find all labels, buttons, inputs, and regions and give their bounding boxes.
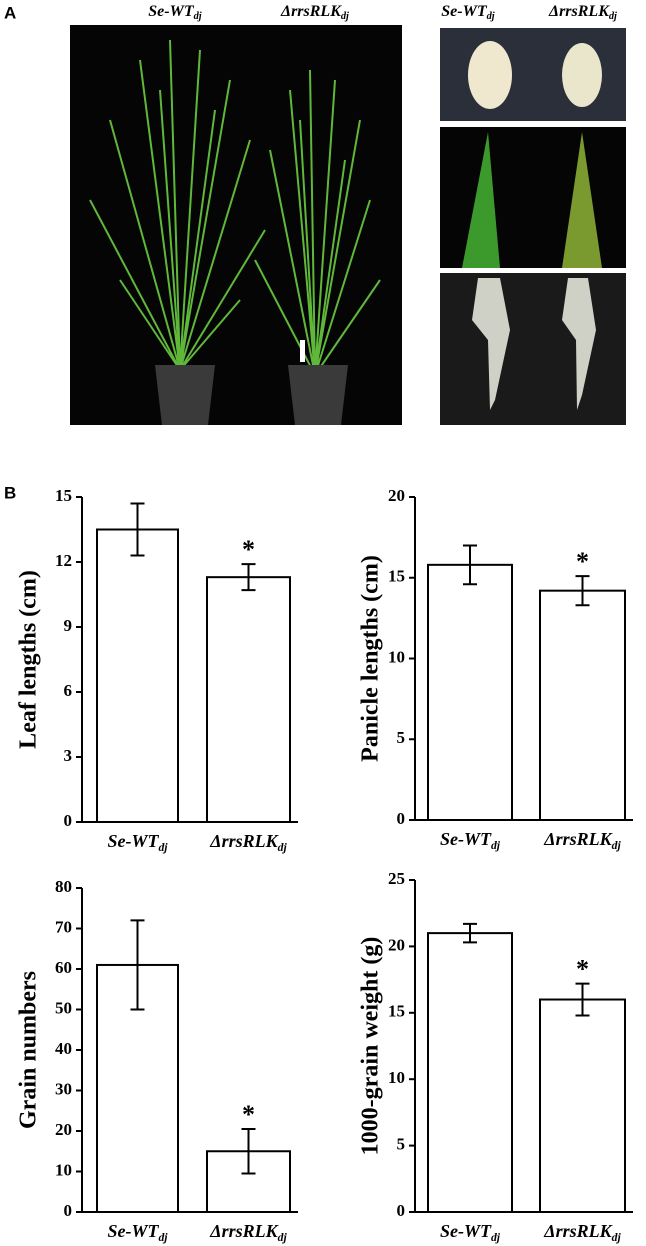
label-subscript: dj — [194, 11, 202, 22]
label-subscript: dj — [158, 841, 168, 854]
error-bar — [463, 544, 477, 586]
y-tick-label: 0 — [397, 809, 406, 828]
significance-mark: * — [242, 1100, 255, 1129]
y-tick-label: 12 — [55, 551, 72, 570]
y-tick-label: 20 — [388, 935, 405, 954]
label-text: Se-WT — [148, 3, 195, 20]
y-tick-label: 30 — [55, 1079, 72, 1098]
label-text: ΔrrsRLK — [209, 1221, 279, 1241]
y-axis-label: Leaf lengths (cm) — [16, 570, 42, 749]
x-tick-label: Se-WTdj — [440, 829, 501, 852]
label-subscript: dj — [491, 1231, 501, 1244]
y-tick-label: 25 — [388, 869, 405, 888]
significance-mark: * — [576, 547, 589, 576]
y-tick-label: 10 — [388, 1068, 405, 1087]
y-tick-label: 3 — [64, 746, 73, 765]
label-text: Se-WT — [441, 3, 488, 20]
y-tick-label: 40 — [55, 1039, 72, 1058]
error-bar — [575, 575, 590, 607]
label-text: Se-WT — [440, 829, 492, 849]
panel-label: A — [4, 3, 16, 22]
label-subscript: dj — [278, 841, 288, 854]
photo-label: Se-WTdj — [441, 3, 495, 23]
y-tick-label: 15 — [388, 567, 405, 586]
x-tick-label: ΔrrsRLKdj — [543, 1221, 621, 1244]
significance-mark: * — [242, 535, 255, 564]
photo-label: Se-WTdj — [148, 3, 202, 23]
label-subscript: dj — [612, 839, 622, 852]
y-tick-label: 0 — [64, 1201, 73, 1220]
x-tick-label: Se-WTdj — [107, 1221, 168, 1244]
label-text: ΔrrsRLK — [548, 3, 610, 20]
label-text: ΔrrsRLK — [543, 1221, 613, 1241]
y-axis-label: Grain numbers — [16, 971, 42, 1129]
y-tick-label: 9 — [64, 616, 73, 635]
y-tick-label: 60 — [55, 958, 72, 977]
bar — [427, 563, 513, 822]
bar — [539, 589, 626, 821]
y-tick-label: 20 — [388, 486, 405, 505]
plant-photo — [70, 25, 402, 425]
y-tick-label: 15 — [55, 486, 72, 505]
x-tick-label: ΔrrsRLKdj — [209, 1221, 287, 1244]
label-text: ΔrrsRLK — [209, 831, 279, 851]
y-tick-label: 70 — [55, 917, 72, 936]
photo-label: ΔrrsRLKdj — [548, 3, 617, 23]
label-subscript: dj — [341, 11, 349, 22]
y-tick-label: 15 — [388, 1002, 405, 1021]
error-bar — [241, 563, 256, 592]
significance-mark: * — [576, 955, 589, 984]
error-bar — [463, 922, 477, 944]
y-tick-label: 10 — [55, 1160, 72, 1179]
label-text: ΔrrsRLK — [280, 3, 342, 20]
label-subscript: dj — [158, 1231, 168, 1244]
error-bar — [130, 919, 145, 1011]
error-bar — [130, 502, 145, 557]
label-subscript: dj — [612, 1231, 622, 1244]
label-subscript: dj — [278, 1231, 288, 1244]
y-tick-label: 5 — [397, 1135, 406, 1154]
label-text: Se-WT — [107, 831, 159, 851]
photo-label: ΔrrsRLKdj — [280, 3, 349, 23]
bar — [206, 576, 291, 824]
x-tick-label: ΔrrsRLKdj — [543, 829, 621, 852]
x-tick-label: Se-WTdj — [107, 831, 168, 854]
leaf-photo — [440, 127, 626, 268]
label-subscript: dj — [487, 11, 495, 22]
y-axis-label: Panicle lengths (cm) — [358, 555, 384, 762]
label-text: ΔrrsRLK — [543, 829, 613, 849]
label-subscript: dj — [491, 839, 501, 852]
label-text: Se-WT — [107, 1221, 159, 1241]
label-text: Se-WT — [440, 1221, 492, 1241]
y-tick-label: 50 — [55, 998, 72, 1017]
bar — [96, 528, 179, 823]
y-tick-label: 0 — [397, 1201, 406, 1220]
error-bar — [241, 1127, 256, 1175]
y-tick-label: 20 — [55, 1120, 72, 1139]
y-tick-label: 10 — [388, 647, 405, 666]
grain-photo — [440, 28, 626, 121]
bar — [427, 932, 513, 1213]
x-tick-label: ΔrrsRLKdj — [209, 831, 287, 854]
y-tick-label: 80 — [55, 877, 72, 896]
y-tick-label: 0 — [64, 811, 73, 830]
y-tick-label: 5 — [397, 728, 406, 747]
label-subscript: dj — [609, 11, 617, 22]
root-photo — [440, 273, 626, 425]
error-bar — [575, 982, 590, 1017]
y-axis-label: 1000-grain weight (g) — [358, 937, 384, 1156]
x-tick-label: Se-WTdj — [440, 1221, 501, 1244]
panel-label: B — [4, 483, 16, 502]
bar — [539, 998, 626, 1214]
y-tick-label: 6 — [64, 681, 73, 700]
